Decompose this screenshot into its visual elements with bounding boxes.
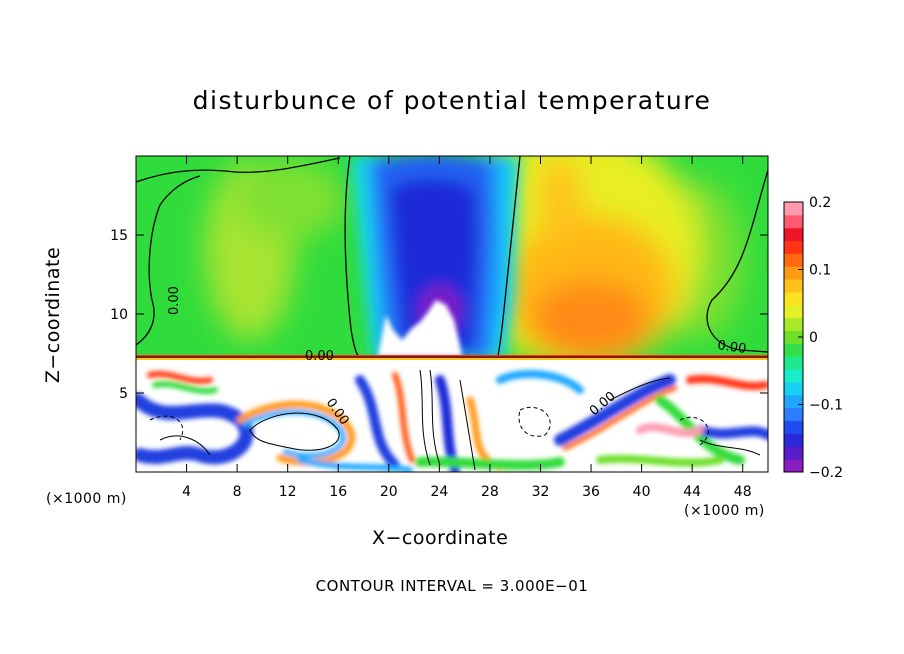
colorbar-swatch [784, 330, 803, 344]
colorbar-swatch [784, 433, 803, 447]
x-tick-label: 40 [633, 484, 651, 500]
x-axis-label: X−coordinate [372, 527, 509, 549]
colorbar-swatch [784, 407, 803, 422]
contour-label: 0.00 [716, 338, 747, 357]
x-tick-label: 48 [734, 484, 752, 500]
colorbar-swatch [784, 356, 803, 370]
field-blob-orange-stripe [540, 156, 580, 245]
x-tick-label: 20 [380, 484, 398, 500]
y-tick-label: 15 [110, 228, 128, 244]
x-tick-label: 16 [329, 484, 347, 500]
field-blob-red-orange [530, 280, 650, 358]
chart-title: disturbunce of potential temperature [192, 86, 712, 115]
colorbar-swatch [784, 202, 803, 216]
y-axis: 5 10 15 [110, 228, 768, 402]
x-tick-label: 28 [481, 484, 499, 500]
trough-white-core [378, 300, 462, 356]
y-axis-label: Z−coordinate [42, 246, 64, 384]
upper-field [136, 156, 768, 358]
colorbar-swatch [784, 394, 803, 409]
field-blob-left-green [235, 160, 345, 240]
colorbar: 0.2 0.1 0 −0.1 −0.2 [783, 195, 843, 481]
colorbar-tick-label: 0.2 [809, 195, 831, 211]
zero-contour-top-left [136, 157, 341, 183]
colorbar-swatch [784, 279, 803, 293]
x-axis: 4 8 12 16 20 24 28 32 36 40 44 48 [182, 156, 752, 500]
x-tick-label: 36 [582, 484, 600, 500]
zero-contour-right [706, 169, 768, 353]
colorbar-swatch [784, 446, 803, 460]
x-tick-label: 8 [233, 484, 242, 500]
colorbar-swatch [784, 317, 803, 332]
x-tick-label: 4 [182, 484, 191, 500]
colorbar-swatch [784, 227, 803, 242]
colorbar-swatch [784, 292, 803, 306]
colorbar-tick-label: 0 [809, 330, 818, 346]
colorbar-swatch [784, 459, 803, 473]
y-axis-unit: (×1000 m) [46, 491, 127, 507]
contour-label: 0.00 [167, 286, 182, 315]
colorbar-swatch [784, 304, 803, 319]
colorbar-swatch [784, 369, 803, 383]
colorbar-swatch [784, 420, 803, 434]
x-tick-label: 12 [279, 484, 297, 500]
colorbar-swatch [784, 214, 803, 229]
y-tick-label: 5 [119, 386, 128, 402]
x-tick-label: 44 [683, 484, 701, 500]
contour-interval: CONTOUR INTERVAL = 3.000E−01 [315, 577, 589, 595]
interface-band [136, 355, 768, 360]
zero-contour-trough-right [497, 156, 521, 357]
colorbar-swatch [784, 253, 803, 267]
x-tick-label: 24 [430, 484, 448, 500]
colorbar-swatch [784, 382, 803, 396]
x-axis-unit: (×1000 m) [684, 503, 765, 519]
colorbar-tick-label: −0.2 [809, 465, 843, 481]
colorbar-tick-label: −0.1 [809, 398, 843, 414]
zero-contour-left [136, 175, 201, 346]
colorbar-swatch [784, 266, 803, 280]
colorbar-swatch [784, 240, 803, 254]
contour-label: 0.00 [305, 349, 334, 364]
y-tick-label: 10 [110, 307, 128, 323]
colorbar-swatch [784, 343, 803, 357]
colorbar-tick-label: 0.1 [809, 263, 831, 279]
zero-contour-trough-left [344, 156, 359, 357]
lower-field [136, 358, 768, 472]
x-tick-label: 32 [532, 484, 550, 500]
